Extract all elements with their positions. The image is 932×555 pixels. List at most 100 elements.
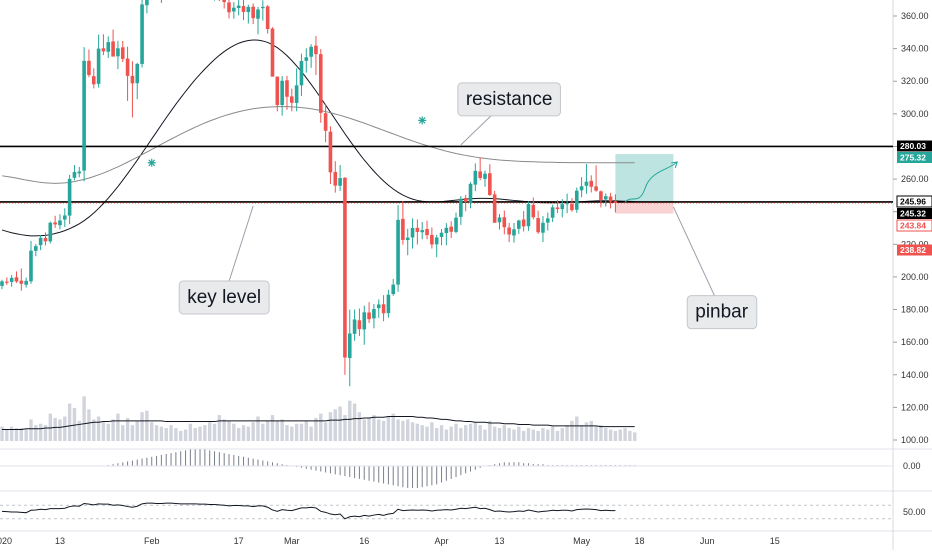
candle-body xyxy=(488,173,492,196)
volume-bar xyxy=(439,425,444,441)
volume-bar xyxy=(483,429,487,441)
price-axis-label: 140.00 xyxy=(901,370,929,380)
volume-bar xyxy=(618,429,622,441)
volume-bar xyxy=(608,429,613,441)
time-axis-label: 17 xyxy=(234,536,244,546)
volume-bar xyxy=(154,425,159,441)
volume-bar xyxy=(401,420,405,441)
volume-bar xyxy=(555,430,560,441)
volume-bar xyxy=(420,425,424,441)
volume-bar xyxy=(410,422,415,441)
volume-bar xyxy=(299,423,304,441)
volume-bar xyxy=(468,423,473,441)
candle-body xyxy=(101,48,106,52)
volume-bar xyxy=(338,406,342,441)
volume-bar xyxy=(5,429,9,441)
candle-body xyxy=(343,177,347,358)
volume-bar xyxy=(521,430,526,441)
volume-bar xyxy=(550,426,555,441)
candle-body xyxy=(251,6,255,19)
stop-zone xyxy=(615,201,674,214)
time-axis-label: 2020 xyxy=(0,536,12,546)
volume-bar xyxy=(425,426,429,441)
volume-bar xyxy=(396,419,400,441)
volume-bar xyxy=(343,415,347,441)
volume-bar xyxy=(348,400,352,441)
candle-body xyxy=(589,180,594,187)
volume-bar xyxy=(415,423,420,441)
callout-box xyxy=(686,295,758,330)
candle-body xyxy=(362,312,367,330)
candle-body xyxy=(72,172,77,178)
volume-bar xyxy=(463,425,468,441)
volume-bar xyxy=(24,429,28,441)
main-panel xyxy=(0,0,893,441)
volume-bar xyxy=(604,428,608,441)
time-axis-label: 16 xyxy=(359,536,369,546)
volume-bar xyxy=(352,403,357,441)
candle-body xyxy=(594,186,598,191)
volume-bar xyxy=(9,426,14,441)
candle-body xyxy=(9,277,14,282)
volume-bar xyxy=(169,425,173,441)
volume-bar xyxy=(594,426,598,441)
candle-body xyxy=(347,333,352,358)
candle-body xyxy=(420,230,425,233)
volume-bar xyxy=(319,413,323,441)
candle-body xyxy=(309,46,313,57)
candle-body xyxy=(608,196,613,202)
price-tag xyxy=(896,219,932,232)
cross-marker xyxy=(418,116,427,125)
volume-bar xyxy=(232,423,236,441)
volume-bar xyxy=(265,420,270,441)
candle-body xyxy=(125,58,130,76)
volume-bar xyxy=(87,409,91,441)
candle-body xyxy=(285,80,289,97)
rsi-line xyxy=(1,502,616,520)
volume-bar xyxy=(135,420,139,441)
volume-bar xyxy=(207,422,212,441)
candle-body xyxy=(560,204,565,210)
candle-body xyxy=(0,281,4,286)
candle-body xyxy=(492,194,497,223)
volume-bar xyxy=(58,419,62,441)
volume-bar xyxy=(488,420,492,441)
volume-bar xyxy=(77,420,81,441)
candle-body xyxy=(425,228,429,236)
volume-bar xyxy=(101,422,106,441)
volume-bar xyxy=(473,422,478,441)
volume-bar xyxy=(0,426,4,441)
candle-body xyxy=(91,76,96,85)
candle-body xyxy=(145,0,149,6)
time-axis-label: Feb xyxy=(144,536,160,546)
volume-bar xyxy=(430,422,434,441)
volume-bar xyxy=(241,425,246,441)
volume-bar xyxy=(517,426,521,441)
candle-body xyxy=(304,57,309,61)
volume-bar xyxy=(48,413,52,441)
price-tag-label: 275.32 xyxy=(900,153,926,163)
candle-body xyxy=(116,48,120,57)
volume-bar xyxy=(478,425,482,441)
volume-bar xyxy=(246,426,251,441)
volume-bar xyxy=(96,416,101,441)
callout-box xyxy=(457,82,561,117)
target-zone xyxy=(615,154,674,202)
volume-bar xyxy=(536,430,540,441)
volume-bar xyxy=(270,415,275,441)
price-axis-label: 100.00 xyxy=(901,435,929,445)
candle-body xyxy=(48,222,53,242)
volume-bar xyxy=(53,417,57,441)
volume-bar xyxy=(29,419,33,441)
candle-body xyxy=(34,246,38,251)
candle-body xyxy=(318,54,323,113)
volume-bar xyxy=(633,432,637,441)
candle-body xyxy=(106,42,111,52)
volume-bar xyxy=(377,419,381,441)
candle-body xyxy=(232,7,236,12)
volume-bar xyxy=(261,423,265,441)
volume-bar xyxy=(367,417,371,441)
candle-body xyxy=(82,60,86,171)
